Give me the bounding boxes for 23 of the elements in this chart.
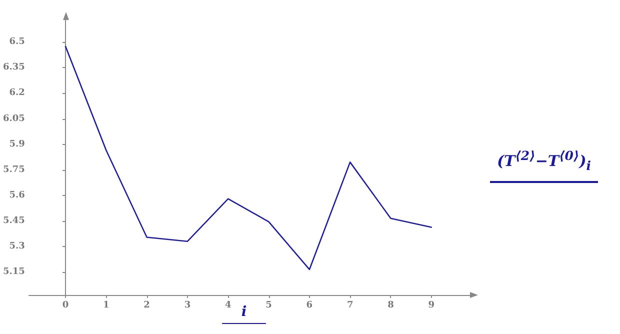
y-tick-label: 5.75 (3, 164, 25, 175)
y-tick-label: 5.9 (9, 139, 25, 150)
x-tick-label: 1 (103, 300, 110, 310)
y-tick-label: 5.6 (9, 190, 25, 200)
x-tick-label: 8 (388, 300, 394, 310)
x-axis-title: i (241, 304, 247, 320)
y-tick-label: 5.15 (3, 267, 25, 278)
x-tick-label: 0 (62, 300, 69, 310)
y-tick-label: 6.35 (3, 62, 25, 73)
x-tick-label: 6 (306, 300, 313, 310)
text: (T$^{⟨2⟩}$−T$^{⟨0⟩}$)$_{i}$ (496, 148, 592, 173)
x-tick-label: 2 (144, 300, 150, 310)
x-tick-label: 7 (346, 300, 354, 310)
y-tick-label: 5.45 (3, 216, 25, 226)
y-tick-label: 6.05 (3, 114, 25, 124)
x-tick-label: 4 (224, 300, 232, 310)
x-tick-label: 9 (428, 300, 435, 310)
y-tick-label: 5.3 (9, 241, 25, 252)
line-series (64, 46, 432, 270)
y-tick-label: 6.5 (9, 37, 25, 48)
x-tick-label: 3 (184, 300, 191, 310)
x-tick-label: 5 (266, 300, 272, 310)
y-tick-label: 6.2 (9, 88, 25, 98)
